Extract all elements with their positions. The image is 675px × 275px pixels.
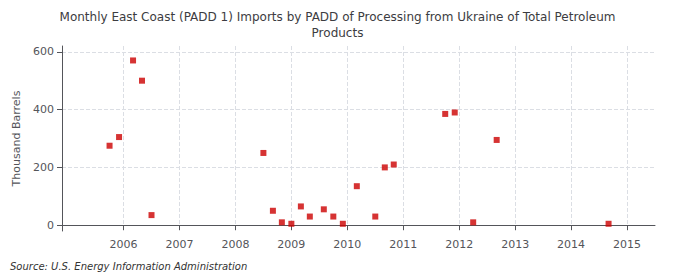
svg-text:2015: 2015 (613, 238, 641, 251)
svg-text:Source: U.S. Energy Informatio: Source: U.S. Energy Information Administ… (10, 261, 247, 272)
svg-text:600: 600 (33, 45, 54, 58)
svg-text:Thousand Barrels: Thousand Barrels (10, 90, 23, 187)
svg-text:2013: 2013 (501, 238, 529, 251)
svg-text:2006: 2006 (110, 238, 138, 251)
svg-text:0: 0 (47, 219, 54, 232)
svg-text:2011: 2011 (389, 238, 417, 251)
svg-text:2008: 2008 (221, 238, 249, 251)
svg-text:200: 200 (33, 161, 54, 174)
svg-text:2014: 2014 (557, 238, 585, 251)
svg-text:2010: 2010 (333, 238, 361, 251)
svg-text:2012: 2012 (445, 238, 473, 251)
svg-text:2009: 2009 (277, 238, 305, 251)
svg-text:Monthly East Coast (PADD 1) Im: Monthly East Coast (PADD 1) Imports by P… (60, 10, 616, 24)
svg-text:400: 400 (33, 103, 54, 116)
svg-text:2007: 2007 (165, 238, 193, 251)
svg-text:Products: Products (312, 26, 364, 40)
